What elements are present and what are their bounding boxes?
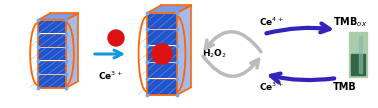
Text: TMB$_{ox}$: TMB$_{ox}$ (333, 15, 367, 29)
Bar (351, 54, 365, 75)
Polygon shape (147, 79, 177, 94)
Text: Ce$^{3+}$: Ce$^{3+}$ (98, 70, 122, 82)
Bar (349, 32, 367, 76)
Polygon shape (147, 14, 177, 29)
Polygon shape (147, 63, 177, 78)
Circle shape (108, 30, 124, 46)
Polygon shape (66, 13, 78, 88)
Polygon shape (147, 30, 177, 45)
Polygon shape (177, 5, 191, 95)
Text: Ce$^{4+}$: Ce$^{4+}$ (259, 16, 284, 28)
FancyArrowPatch shape (205, 32, 261, 52)
Text: Ce$^{3+}$: Ce$^{3+}$ (259, 81, 284, 93)
Polygon shape (147, 5, 191, 13)
Polygon shape (38, 34, 66, 47)
Bar (359, 36, 362, 72)
FancyArrowPatch shape (271, 74, 334, 82)
FancyArrowPatch shape (266, 23, 330, 33)
Circle shape (152, 44, 172, 64)
Polygon shape (38, 75, 66, 87)
Polygon shape (38, 21, 66, 33)
Polygon shape (38, 13, 78, 20)
Text: H$_2$O$_2$: H$_2$O$_2$ (203, 48, 228, 60)
Polygon shape (147, 46, 177, 62)
Polygon shape (38, 48, 66, 60)
FancyArrowPatch shape (203, 56, 259, 76)
Text: TMB: TMB (333, 82, 357, 92)
Polygon shape (38, 61, 66, 74)
